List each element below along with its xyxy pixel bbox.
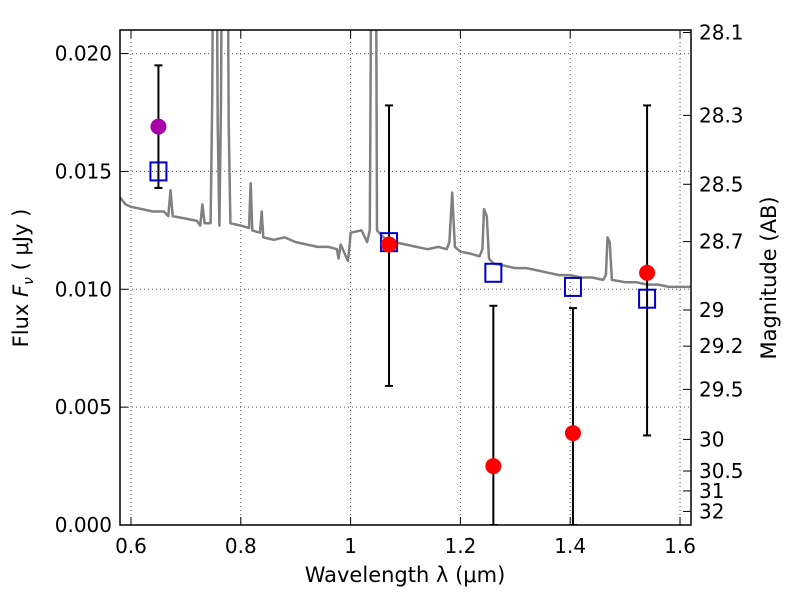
y-tick-label: 0.020 [55, 42, 112, 66]
model-square [638, 288, 657, 309]
spectrum-line [120, 30, 691, 289]
x-tick-label: 1.4 [554, 534, 586, 558]
y2-tick-label: 30.5 [699, 459, 744, 483]
x-tick-label: 1.2 [444, 534, 476, 558]
y2-tick-label: 32 [699, 499, 724, 523]
y2-tick-label: 28.5 [699, 172, 744, 196]
y2-tick-label: 29.2 [699, 334, 744, 358]
y-tick-label: 0.005 [55, 395, 112, 419]
y2-tick-label: 28.1 [699, 20, 744, 44]
y-tick-label: 0.000 [55, 513, 112, 537]
x-tick-label: 0.6 [115, 534, 147, 558]
plot-frame [119, 29, 692, 526]
y2-tick-label: 28.7 [699, 230, 744, 254]
y2-tick-label: 31 [699, 479, 724, 503]
observed-point [381, 236, 398, 253]
grid [120, 30, 691, 526]
y2-tick-label: 29 [699, 298, 724, 322]
observed-point [639, 264, 656, 281]
x-tick-label: 1.6 [664, 534, 696, 558]
observed-point [564, 425, 581, 442]
observed-point [485, 458, 502, 475]
y2-tick-label: 28.3 [699, 103, 744, 127]
observed-point [150, 118, 167, 135]
y2-tick-label: 30 [699, 427, 724, 451]
model-spectrum [120, 30, 691, 289]
axis-ticks: 0.6 0.8 1 1.2 1.4 1.6 0.000 0.005 0.010 0.015 0.02… [55, 20, 744, 558]
x-tick-label: 0.8 [225, 534, 257, 558]
y-tick-label: 0.015 [55, 159, 112, 183]
y2-axis-label: Magnitude (AB) [757, 196, 781, 359]
y-tick-label: 0.010 [55, 277, 112, 301]
y-axis-label: Flux Fν ( μJy ) [9, 209, 37, 348]
model-square [484, 262, 503, 283]
observed-photometry [150, 118, 656, 475]
model-square [563, 276, 582, 297]
x-axis-label: Wavelength λ (μm) [305, 563, 506, 587]
model-square [149, 161, 168, 182]
y2-tick-label: 29.5 [699, 377, 744, 401]
x-tick-label: 1 [344, 534, 357, 558]
